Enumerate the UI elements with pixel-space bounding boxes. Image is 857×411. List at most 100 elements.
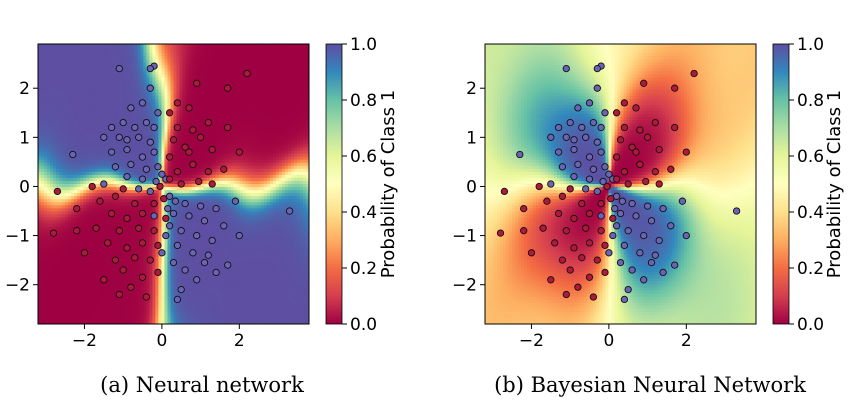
- heatmap-cell: [137, 68, 141, 72]
- heatmap-cell: [107, 47, 111, 51]
- heatmap-cell: [158, 199, 163, 203]
- heatmap-cell: [89, 83, 93, 88]
- heatmap-cell: [185, 190, 190, 194]
- heatmap-cell: [185, 196, 190, 200]
- heatmap-cell: [92, 299, 96, 304]
- heatmap-cell: [38, 92, 42, 97]
- heatmap-cell: [95, 184, 99, 188]
- heatmap-cell: [65, 53, 69, 57]
- heatmap-cell: [83, 187, 87, 191]
- heatmap-cell: [191, 296, 196, 301]
- heatmap-cell: [53, 257, 57, 261]
- heatmap-cell: [116, 86, 120, 91]
- heatmap-cell: [137, 193, 141, 197]
- heatmap-cell: [65, 150, 69, 155]
- heatmap-cell: [47, 177, 51, 182]
- heatmap-cell: [53, 107, 57, 112]
- heatmap-cell: [41, 284, 45, 289]
- heatmap-cell: [107, 296, 111, 301]
- heatmap-cell: [128, 257, 132, 261]
- heatmap-cell: [50, 257, 54, 261]
- heatmap-cell: [158, 229, 163, 234]
- heatmap-cell: [194, 299, 199, 304]
- heatmap-cell: [140, 110, 144, 115]
- heatmap-cell: [131, 92, 135, 97]
- heatmap-cell: [182, 135, 187, 139]
- heatmap-cell: [125, 250, 129, 255]
- heatmap-cell: [167, 235, 172, 240]
- heatmap-cell: [98, 132, 102, 136]
- heatmap-cell: [62, 290, 66, 295]
- heatmap-cell: [92, 199, 96, 203]
- heatmap-cell: [56, 86, 60, 91]
- heatmap-cell: [125, 65, 129, 69]
- heatmap-cell: [152, 250, 157, 255]
- heatmap-cell: [119, 147, 123, 152]
- heatmap-cell: [182, 123, 187, 127]
- heatmap-cell: [128, 311, 132, 316]
- heatmap-cell: [185, 205, 190, 209]
- heatmap-cell: [59, 141, 63, 146]
- heatmap-cell: [44, 77, 48, 82]
- heatmap-cell: [50, 132, 54, 136]
- heatmap-cell: [140, 147, 144, 152]
- heatmap-cell: [80, 120, 84, 124]
- heatmap-cell: [83, 107, 87, 112]
- heatmap-cell: [56, 59, 60, 63]
- heatmap-cell: [128, 290, 132, 295]
- heatmap-cell: [146, 107, 151, 112]
- heatmap-cell: [104, 150, 108, 155]
- heatmap-cell: [152, 263, 157, 267]
- heatmap-cell: [161, 129, 166, 133]
- heatmap-cell: [44, 232, 48, 237]
- heatmap-cell: [77, 123, 81, 127]
- heatmap-cell: [92, 77, 96, 82]
- heatmap-cell: [149, 177, 154, 182]
- heatmap-cell: [119, 80, 123, 85]
- heatmap-cell: [200, 110, 205, 115]
- heatmap-cell: [50, 193, 54, 197]
- heatmap-cell: [116, 214, 120, 219]
- heatmap-cell: [53, 260, 57, 264]
- heatmap-cell: [137, 293, 141, 298]
- heatmap-cell: [83, 296, 87, 301]
- heatmap-cell: [80, 89, 84, 94]
- heatmap-cell: [179, 89, 184, 94]
- heatmap-cell: [188, 50, 193, 54]
- heatmap-cell: [146, 159, 151, 164]
- heatmap-cell: [89, 314, 93, 319]
- heatmap-cell: [74, 199, 78, 203]
- heatmap-cell: [86, 317, 90, 322]
- heatmap-cell: [173, 220, 178, 225]
- heatmap-cell: [191, 147, 196, 152]
- heatmap-cell: [50, 217, 54, 222]
- heatmap-cell: [62, 44, 66, 48]
- heatmap-cell: [167, 296, 172, 301]
- heatmap-cell: [59, 199, 63, 203]
- heatmap-cell: [41, 117, 45, 121]
- heatmap-cell: [68, 171, 72, 176]
- heatmap-cell: [68, 199, 72, 203]
- heatmap-cell: [38, 117, 42, 121]
- heatmap-cell: [104, 156, 108, 161]
- heatmap-cell: [158, 83, 163, 88]
- heatmap-cell: [128, 95, 132, 100]
- heatmap-cell: [176, 104, 181, 109]
- heatmap-cell: [197, 141, 202, 146]
- heatmap-cell: [134, 196, 138, 200]
- heatmap-cell: [137, 281, 141, 286]
- heatmap-cell: [59, 214, 63, 219]
- heatmap-cell: [146, 110, 151, 115]
- heatmap-cell: [86, 235, 90, 240]
- heatmap-cell: [122, 104, 126, 109]
- heatmap-cell: [41, 156, 45, 161]
- heatmap-cell: [140, 168, 144, 173]
- heatmap-cell: [50, 150, 54, 155]
- heatmap-cell: [116, 62, 120, 66]
- heatmap-cell: [86, 74, 90, 79]
- heatmap-cell: [86, 141, 90, 146]
- heatmap-cell: [158, 260, 163, 264]
- heatmap-cell: [101, 50, 105, 54]
- heatmap-cell: [95, 95, 99, 100]
- heatmap-cell: [110, 62, 114, 66]
